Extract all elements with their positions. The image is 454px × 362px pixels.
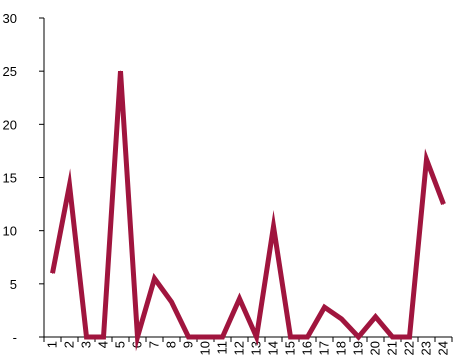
data-point [188,336,189,338]
x-tick-label: 19 [351,341,366,355]
series-line [50,71,446,352]
data-point [341,318,342,320]
data-point [120,70,121,72]
data-point [239,298,240,300]
x-tick-label: 16 [300,341,315,355]
x-tick-label: 3 [79,341,94,348]
data-point [358,336,359,338]
x-tick-label: 8 [164,341,179,348]
data-point [103,336,104,338]
x-tick-label: 24 [436,341,451,355]
data-point [426,158,427,160]
data-point [171,301,172,303]
series-group [50,70,446,352]
data-point [392,336,393,338]
x-tick-label: 7 [147,341,162,348]
x-tick-label: 20 [368,341,383,355]
y-tick-label: 25 [3,64,17,79]
data-point [307,336,308,338]
x-tick-label: 1 [45,341,60,348]
x-tick-label: 22 [402,341,417,355]
x-tick-label: 10 [198,341,213,355]
x-tick-label: 15 [283,341,298,355]
x-tick-label: 18 [334,341,349,355]
data-point [52,272,53,274]
y-tick-label: 10 [3,224,17,239]
x-tick-label: 5 [113,341,128,348]
x-tick-label: 13 [249,341,264,355]
x-tick-label: 23 [419,341,434,355]
x-tick-label: 14 [266,341,281,355]
data-point [86,336,87,338]
x-tick-label: 11 [215,341,230,355]
x-tick-label: 12 [232,341,247,355]
y-tick-label: 20 [3,117,17,132]
y-tick-label: 5 [10,277,17,292]
data-point [69,184,70,186]
data-point [137,336,138,338]
data-point [256,336,257,338]
x-tick-label: 9 [181,341,196,348]
y-tick-label: 15 [3,171,17,186]
x-axis: 1 2 3 4 5 6 7 8 9 10 11 12 13 14 15 16 17 18 19 20 21 22 23 24 [43,336,453,355]
data-point [273,225,274,227]
y-axis: - 5 10 15 20 25 30 [3,11,45,345]
data-point [409,336,410,338]
data-point [443,203,444,205]
x-tick-label: 21 [385,341,400,355]
data-point [205,336,206,338]
x-tick-label: 2 [62,341,77,348]
data-point [154,278,155,280]
y-tick-label: - [13,330,17,345]
data-point [324,306,325,308]
x-tick-label: 17 [317,341,332,355]
data-point [375,316,376,318]
x-tick-label: 4 [96,341,111,348]
y-tick-label: 30 [3,11,17,26]
data-point [290,336,291,338]
data-point [222,336,223,338]
